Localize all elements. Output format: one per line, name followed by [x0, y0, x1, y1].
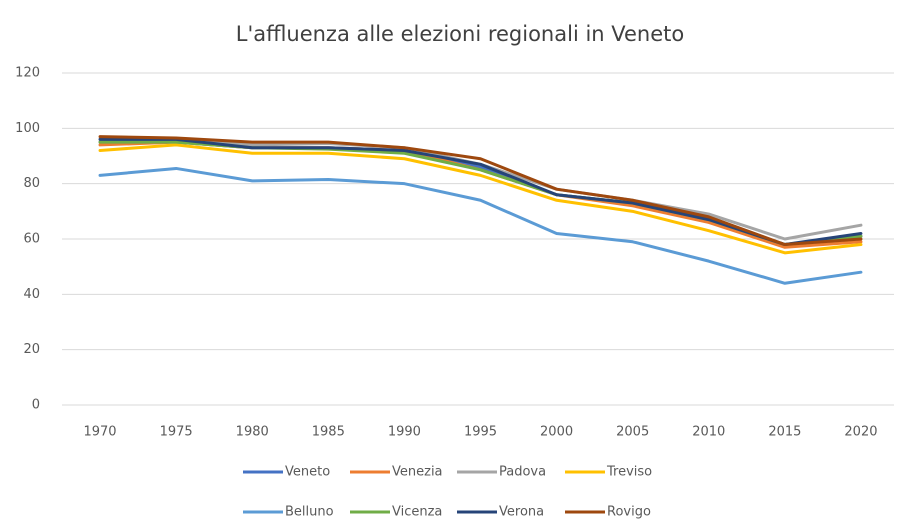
x-tick-label: 1980: [236, 425, 269, 440]
y-tick-label: 60: [23, 232, 40, 247]
x-tick-label: 2020: [844, 425, 877, 440]
y-tick-label: 80: [23, 176, 40, 191]
legend-label: Belluno: [285, 505, 334, 520]
series-line: [98, 143, 863, 255]
legend-label: Veneto: [285, 465, 330, 480]
y-tick-label: 120: [15, 66, 40, 81]
legend-label: Padova: [499, 465, 546, 480]
y-tick-label: 0: [32, 398, 40, 413]
x-tick-label: 1995: [464, 425, 497, 440]
x-tick-label: 2015: [768, 425, 801, 440]
chart-title: L'affluenza alle elezioni regionali in V…: [236, 22, 685, 46]
x-tick-label: 1970: [83, 425, 116, 440]
x-tick-label: 1985: [312, 425, 345, 440]
x-tick-label: 1990: [388, 425, 421, 440]
series-line: [98, 137, 863, 247]
y-tick-label: 20: [23, 342, 40, 357]
legend-label: Venezia: [392, 465, 443, 480]
legend-label: Verona: [499, 505, 544, 520]
y-tick-label: 40: [23, 287, 40, 302]
series-line: [98, 137, 863, 241]
y-tick-label: 100: [15, 121, 40, 136]
legend-label: Rovigo: [607, 505, 651, 520]
legend-label: Treviso: [606, 465, 652, 480]
series-line: [98, 166, 863, 285]
series-line: [98, 135, 863, 247]
x-tick-label: 2005: [616, 425, 649, 440]
x-tick-label: 2000: [540, 425, 573, 440]
x-tick-label: 2010: [692, 425, 725, 440]
x-tick-label: 1975: [160, 425, 193, 440]
legend-label: Vicenza: [392, 505, 442, 520]
